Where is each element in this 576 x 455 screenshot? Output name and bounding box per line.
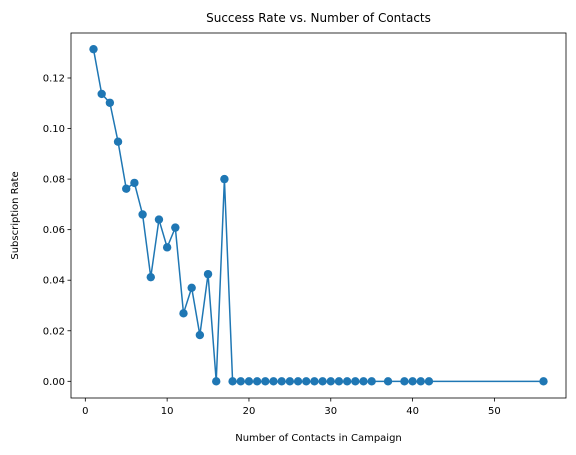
data-point: [236, 377, 245, 386]
data-point: [146, 272, 155, 282]
y-tick-label: 0.00: [43, 377, 65, 388]
data-point: [228, 377, 237, 386]
data-points: [89, 44, 548, 386]
x-tick-label: 20: [243, 406, 256, 417]
data-point: [261, 377, 270, 386]
data-point: [408, 377, 417, 386]
data-point: [162, 243, 172, 252]
data-point: [269, 377, 278, 386]
data-point: [89, 44, 98, 54]
data-point: [318, 377, 327, 386]
data-point: [171, 223, 180, 232]
data-point: [154, 215, 164, 224]
data-point: [130, 178, 139, 188]
y-axis-title: Subscription Rate: [10, 171, 21, 259]
plot-background: [71, 33, 566, 398]
y-tick-label: 0.10: [43, 124, 65, 135]
x-tick-label: 30: [324, 406, 337, 417]
x-axis-title: Number of Contacts in Campaign: [235, 433, 402, 444]
data-point: [302, 377, 311, 386]
y-tick-label: 0.02: [43, 326, 65, 337]
data-point: [310, 377, 319, 386]
data-point: [400, 377, 409, 386]
data-point: [252, 377, 262, 386]
data-point: [203, 269, 213, 279]
data-point: [424, 377, 434, 386]
data-point: [212, 377, 221, 386]
data-point: [416, 377, 425, 386]
data-point: [277, 377, 286, 386]
y-tick-label: 0.12: [43, 73, 65, 84]
data-point: [351, 377, 360, 386]
x-axis-ticks: 0 10 20 30 40 50: [82, 398, 501, 417]
data-point: [138, 210, 147, 219]
data-point: [187, 283, 196, 292]
data-point: [383, 377, 393, 386]
x-tick-label: 10: [161, 406, 174, 417]
data-point: [334, 377, 344, 386]
data-point: [539, 377, 548, 386]
data-point: [179, 309, 188, 318]
y-tick-label: 0.06: [43, 225, 65, 236]
x-tick-label: 50: [488, 406, 501, 417]
data-point: [122, 184, 131, 193]
data-point: [105, 98, 115, 107]
data-point: [367, 377, 376, 386]
chart-title: Success Rate vs. Number of Contacts: [206, 11, 431, 25]
data-point: [244, 377, 254, 386]
y-axis-ticks: 0.00 0.02 0.04 0.06 0.08 0.10 0.12: [43, 73, 71, 388]
data-point: [342, 377, 352, 386]
data-point: [359, 377, 368, 386]
y-tick-label: 0.04: [43, 276, 65, 287]
plot-frame: [70, 32, 567, 399]
data-point: [285, 377, 295, 386]
data-point: [220, 174, 229, 184]
y-tick-label: 0.08: [43, 175, 65, 186]
data-point: [113, 137, 123, 146]
x-tick-label: 40: [406, 406, 419, 417]
data-point: [293, 377, 303, 386]
data-point: [195, 330, 205, 340]
data-point: [326, 377, 335, 386]
x-tick-label: 0: [82, 406, 88, 417]
data-point: [97, 89, 106, 99]
